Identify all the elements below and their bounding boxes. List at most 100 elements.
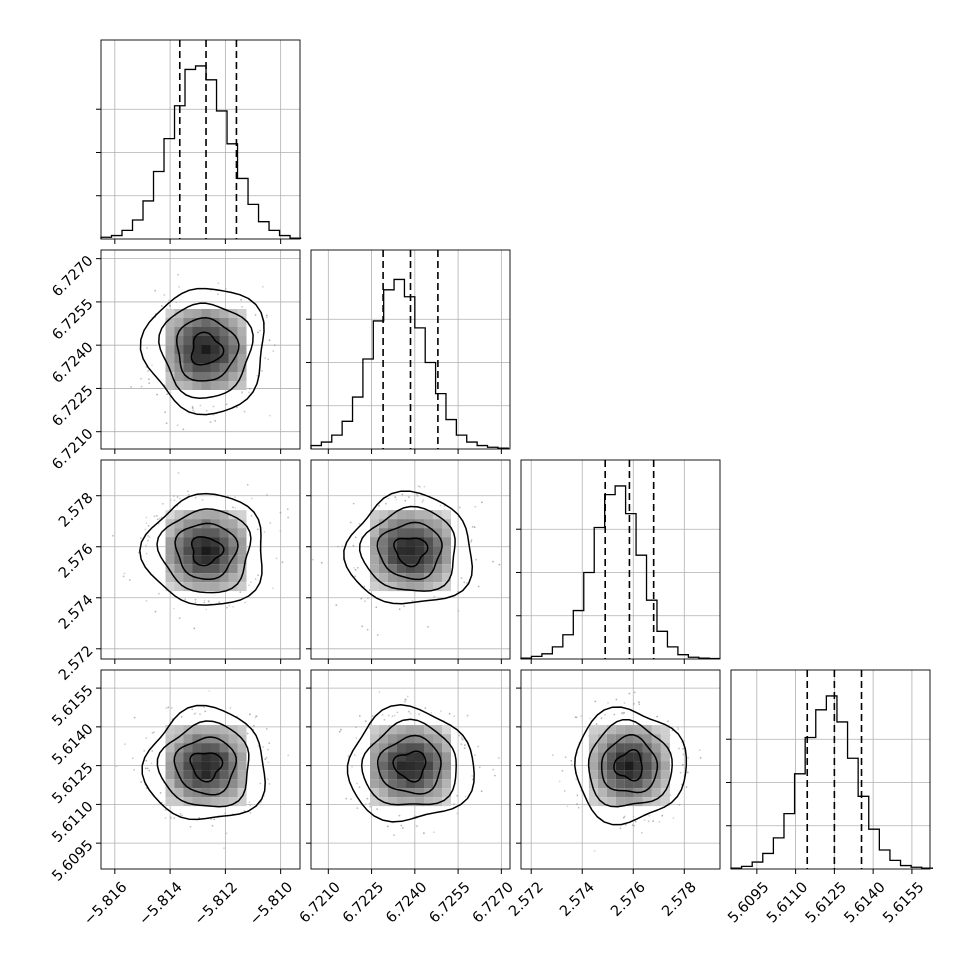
sample-point	[145, 759, 148, 762]
density-cell	[174, 510, 184, 520]
sample-point	[199, 713, 201, 716]
density-cell	[192, 761, 202, 771]
density-cell	[174, 318, 184, 327]
density-cell	[397, 725, 406, 735]
sample-point	[354, 575, 357, 578]
density-cell	[183, 345, 193, 354]
density-cell	[388, 734, 397, 744]
sample-point	[172, 607, 175, 610]
sample-point	[607, 702, 609, 704]
density-cell	[165, 582, 175, 592]
density-cell	[165, 381, 175, 390]
sample-point	[595, 723, 598, 725]
sample-point	[267, 358, 270, 361]
density-cell	[183, 363, 193, 372]
density-cell	[228, 725, 238, 735]
density-cell	[228, 528, 238, 538]
contour-line	[139, 492, 263, 606]
sample-point	[471, 775, 474, 777]
sample-point	[419, 485, 421, 488]
sample-point	[470, 540, 472, 543]
density-cell	[397, 734, 406, 744]
density-cell	[415, 734, 424, 744]
density-cell	[588, 725, 598, 735]
density-cell	[588, 788, 598, 798]
sample-point	[356, 807, 359, 809]
sample-point	[143, 749, 146, 752]
sample-point	[207, 600, 210, 603]
sample-point	[140, 377, 143, 380]
sample-point	[204, 710, 207, 713]
density-cell	[237, 354, 247, 363]
sample-point	[169, 499, 172, 502]
density-cell	[379, 564, 388, 574]
sample-point	[148, 769, 151, 772]
density-cell	[183, 752, 193, 762]
sample-point	[239, 591, 242, 593]
density-cell	[615, 761, 625, 771]
density-cell	[660, 743, 670, 753]
sample-point	[457, 590, 460, 593]
density-cell	[201, 336, 211, 345]
sample-point	[234, 496, 236, 499]
density-cell	[201, 752, 211, 762]
density-cell	[588, 770, 598, 780]
sample-point	[122, 575, 125, 578]
density-cell	[165, 318, 175, 327]
sample-point	[551, 754, 554, 756]
density-cell	[237, 363, 247, 372]
density-cell	[597, 788, 607, 798]
density-cell	[415, 564, 424, 574]
sample-point	[558, 780, 561, 783]
density-cell	[442, 788, 451, 798]
density-cell	[219, 372, 229, 381]
density-cell	[165, 363, 175, 372]
sample-point	[169, 305, 172, 307]
sample-point	[676, 726, 679, 729]
sample-point	[364, 803, 367, 805]
sample-point	[403, 605, 405, 607]
sample-point	[203, 599, 206, 602]
sample-point	[453, 803, 455, 806]
sample-point	[364, 720, 367, 723]
density-cell	[660, 779, 670, 789]
sample-point	[194, 598, 197, 601]
density-cell	[388, 519, 397, 529]
density-cell	[165, 752, 175, 762]
sample-point	[257, 745, 260, 747]
sample-point	[575, 778, 578, 780]
density-cell	[228, 555, 238, 565]
density-cell	[210, 573, 220, 583]
sample-point	[458, 506, 461, 509]
density-cell	[588, 779, 598, 789]
density-cell	[433, 761, 442, 771]
density-cell	[370, 761, 379, 771]
density-cell	[370, 582, 379, 592]
density-cell	[660, 770, 670, 780]
density-cell	[192, 582, 202, 592]
sample-point	[311, 558, 314, 561]
density-cell	[424, 546, 433, 556]
contour-line	[141, 704, 266, 821]
sample-point	[191, 406, 194, 408]
density-cell	[219, 779, 229, 789]
sample-point	[475, 558, 477, 561]
sample-point	[652, 820, 654, 822]
sample-point	[225, 287, 227, 290]
density-cell	[433, 797, 442, 807]
sample-point	[619, 827, 622, 830]
sample-point	[279, 511, 282, 514]
density-cell	[165, 734, 175, 744]
sample-point	[466, 714, 469, 717]
sample-point	[383, 718, 386, 721]
sample-point	[355, 737, 358, 740]
density-cell	[442, 573, 451, 583]
density-cell	[174, 381, 184, 390]
density-cell	[379, 510, 388, 520]
sample-point	[497, 757, 500, 759]
density-cell	[379, 725, 388, 735]
sample-point	[358, 786, 361, 789]
density-cell	[201, 381, 211, 390]
sample-point	[356, 566, 359, 569]
sample-point	[246, 483, 249, 486]
